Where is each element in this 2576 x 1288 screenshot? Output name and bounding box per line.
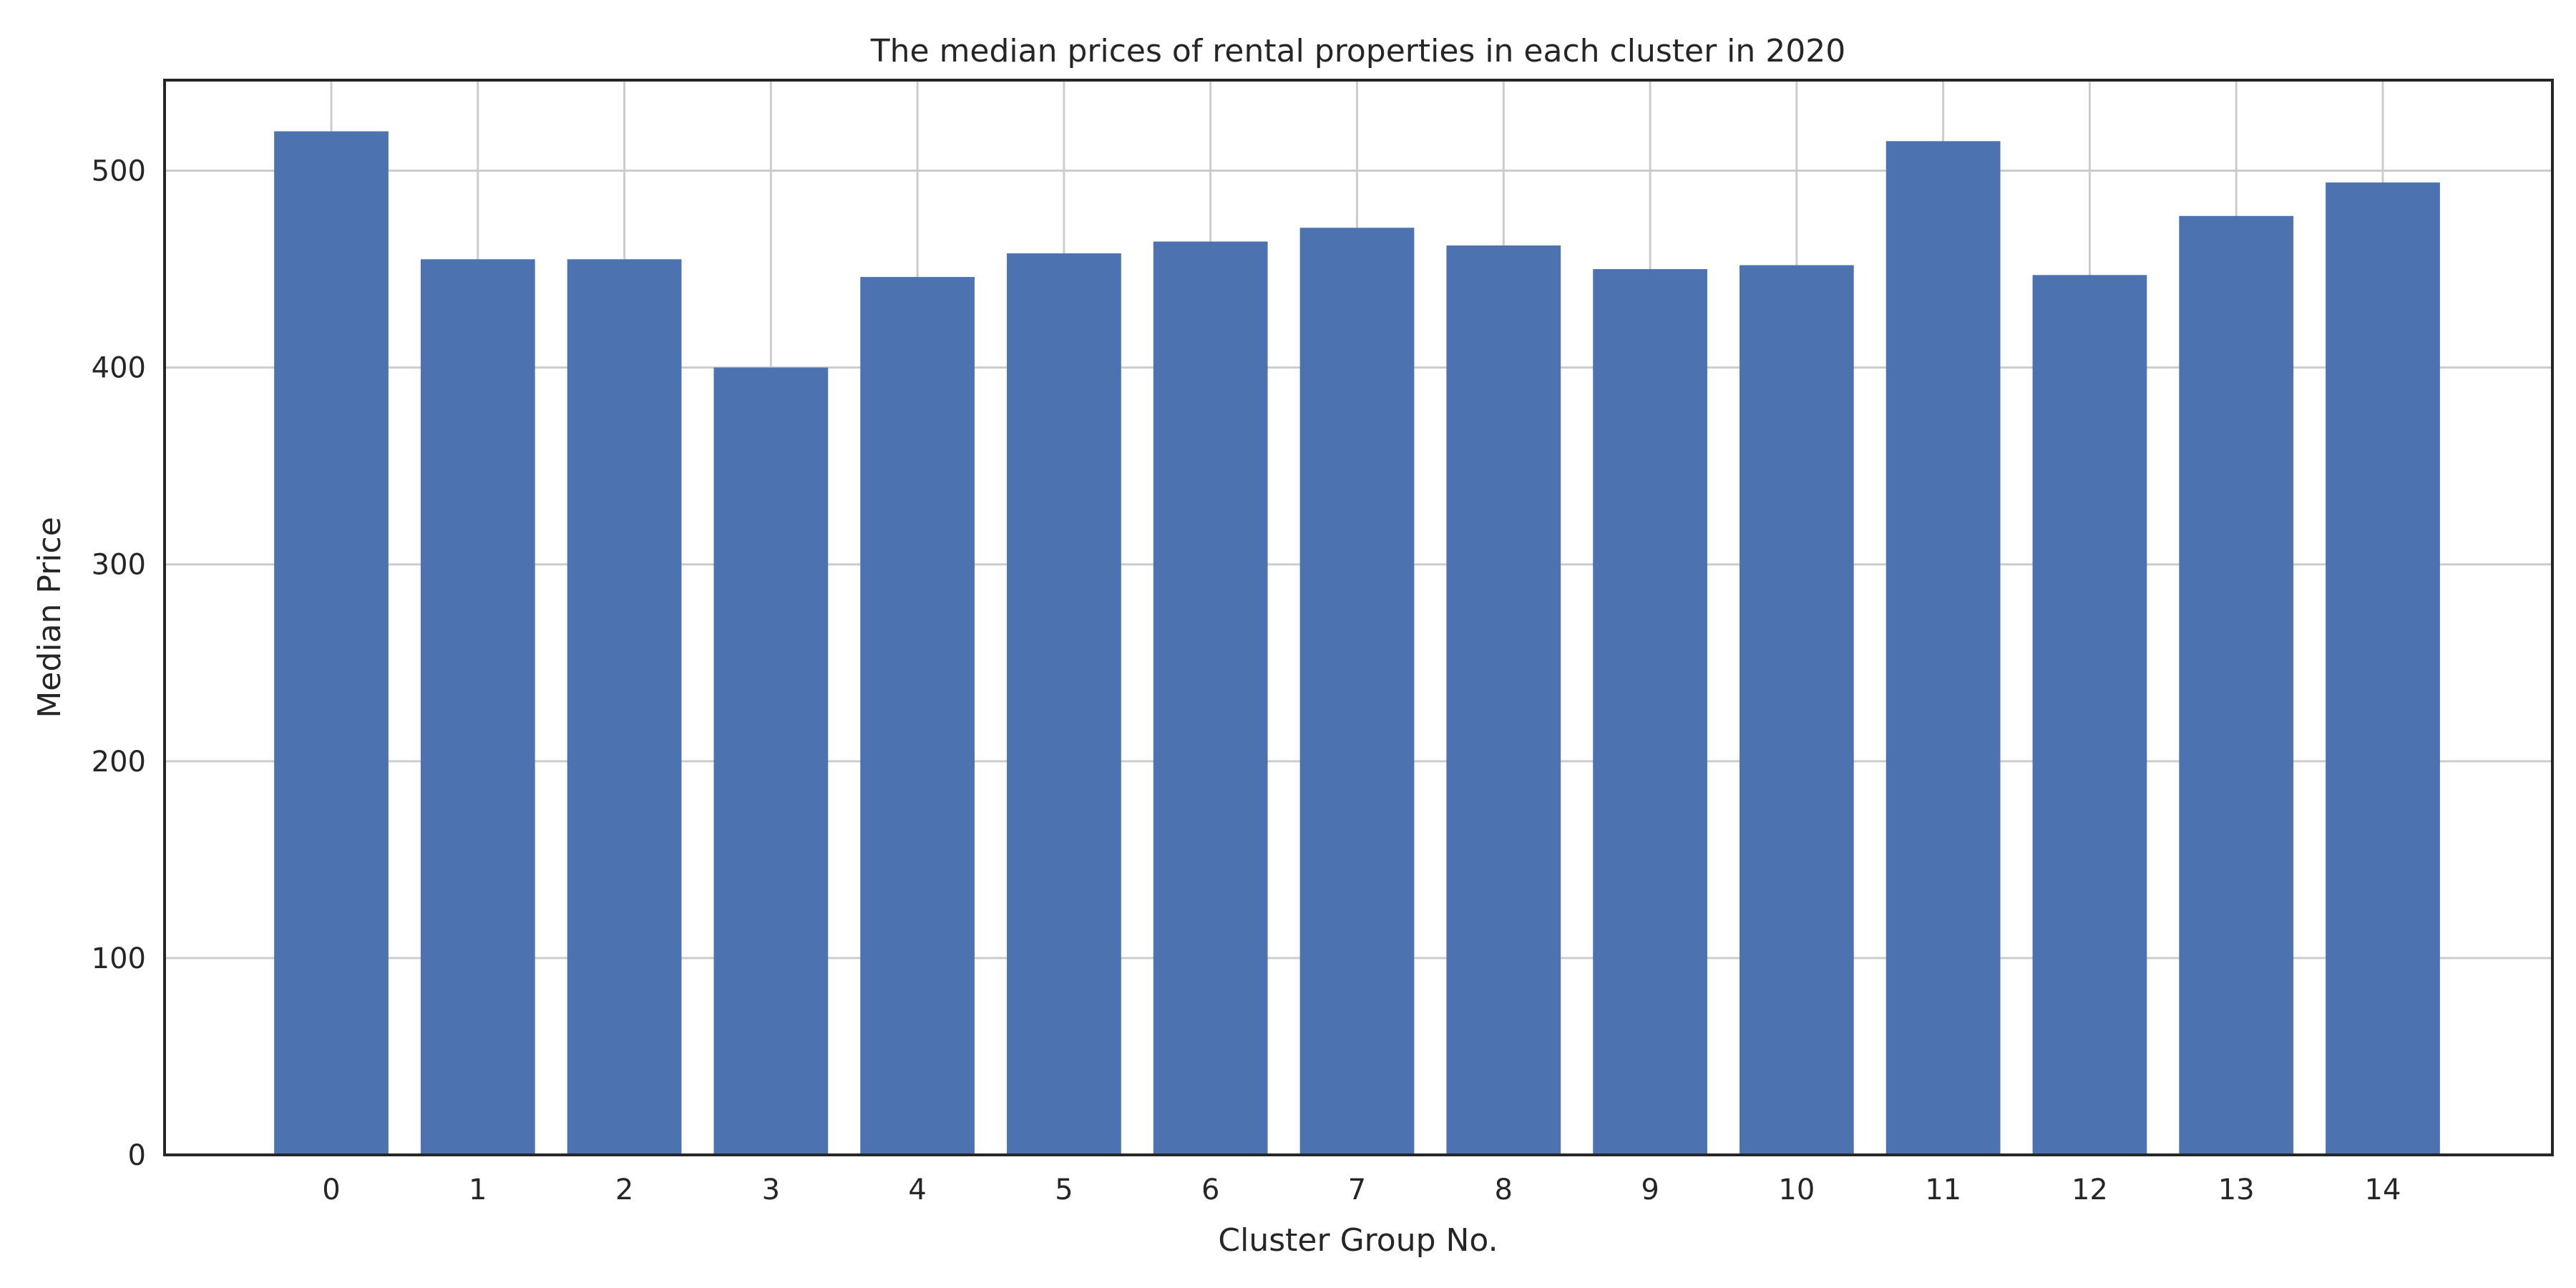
y-tick-label: 200 — [92, 746, 146, 779]
chart-title: The median prices of rental properties i… — [870, 33, 1845, 69]
bar-cluster-2 — [567, 259, 682, 1155]
bar-cluster-4 — [860, 277, 975, 1156]
x-tick-labels: 0 1 2 3 4 5 6 7 8 9 10 11 12 13 14 — [322, 1174, 2401, 1206]
bar-cluster-11 — [1885, 141, 2001, 1156]
x-tick-label: 5 — [1055, 1174, 1073, 1206]
bar-layer — [274, 131, 2440, 1156]
bar-cluster-3 — [713, 367, 829, 1155]
y-tick-label: 100 — [92, 942, 146, 975]
bar-cluster-14 — [2326, 182, 2440, 1156]
x-tick-label: 6 — [1201, 1174, 1219, 1206]
x-tick-label: 3 — [762, 1174, 780, 1206]
y-tick-label: 500 — [92, 155, 146, 188]
y-tick-label: 400 — [92, 352, 146, 385]
x-tick-label: 1 — [469, 1174, 487, 1206]
x-tick-label: 13 — [2218, 1174, 2255, 1206]
bar-cluster-0 — [274, 131, 389, 1155]
x-tick-label: 2 — [615, 1174, 633, 1206]
x-tick-label: 10 — [1778, 1174, 1815, 1206]
x-tick-label: 7 — [1348, 1174, 1366, 1206]
bar-cluster-10 — [1739, 265, 1854, 1156]
bar-cluster-12 — [2032, 275, 2147, 1155]
bar-cluster-9 — [1593, 269, 1707, 1156]
plot-frame — [163, 79, 2554, 1156]
bar-cluster-8 — [1446, 245, 1561, 1156]
bar-cluster-1 — [420, 259, 535, 1155]
x-tick-label: 9 — [1641, 1174, 1659, 1206]
y-tick-label: 300 — [92, 549, 146, 582]
bar-cluster-13 — [2179, 215, 2294, 1155]
bar-cluster-5 — [1007, 253, 1121, 1156]
y-tick-label: 0 — [128, 1139, 146, 1172]
bar-cluster-6 — [1153, 241, 1268, 1156]
bar-cluster-7 — [1299, 228, 1415, 1155]
x-tick-label: 14 — [2365, 1174, 2401, 1206]
x-tick-label: 11 — [1925, 1174, 1961, 1206]
y-axis-label: Median Price — [31, 517, 68, 718]
x-tick-label: 12 — [2072, 1174, 2108, 1206]
y-tick-labels: 0 100 200 300 400 500 — [92, 155, 146, 1172]
x-axis-label: Cluster Group No. — [1218, 1222, 1498, 1259]
x-tick-label: 4 — [908, 1174, 926, 1206]
x-tick-label: 0 — [322, 1174, 340, 1206]
x-tick-label: 8 — [1495, 1174, 1513, 1206]
